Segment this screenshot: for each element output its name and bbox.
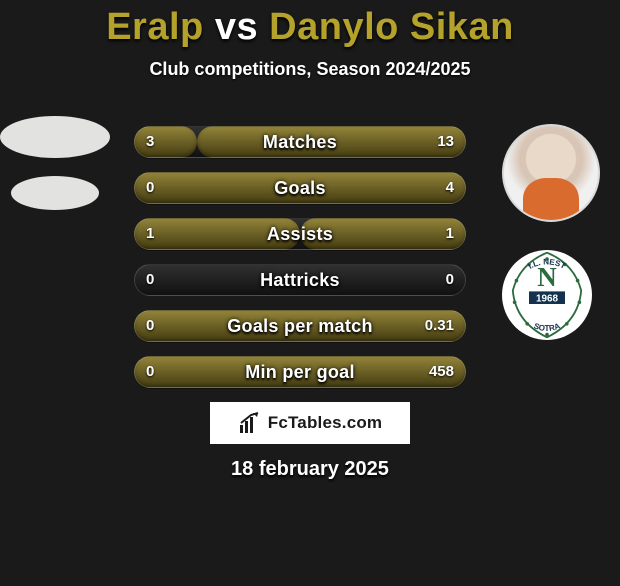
player2-club-emblem: I.L. NEST SOTRA N 1968 — [502, 250, 592, 340]
footer-logo-text: FcTables.com — [268, 413, 383, 433]
stat-label: Assists — [134, 218, 466, 250]
fctables-icon — [238, 411, 262, 435]
stat-row: 00.31Goals per match — [134, 310, 466, 342]
stat-row: 04Goals — [134, 172, 466, 204]
player1-club-placeholder — [11, 176, 99, 210]
player1-name: Eralp — [106, 6, 204, 48]
right-player-column: I.L. NEST SOTRA N 1968 — [502, 124, 612, 340]
player2-photo — [502, 124, 600, 222]
vs-word: vs — [215, 6, 258, 48]
subtitle: Club competitions, Season 2024/2025 — [0, 59, 620, 80]
player2-name: Danylo Sikan — [269, 6, 514, 48]
emblem-letter: N — [537, 262, 557, 292]
stat-row: 11Assists — [134, 218, 466, 250]
stat-label: Goals per match — [134, 310, 466, 342]
comparison-bars: 313Matches 04Goals 11Assists 00Hattricks 00.… — [134, 126, 466, 402]
left-player-column — [0, 116, 110, 210]
stat-row: 0458Min per goal — [134, 356, 466, 388]
player1-photo-placeholder — [0, 116, 110, 158]
club-emblem-svg: I.L. NEST SOTRA N 1968 — [502, 250, 592, 340]
stat-row: 313Matches — [134, 126, 466, 158]
footer-logo: FcTables.com — [210, 402, 410, 444]
page-title: Eralp vs Danylo Sikan — [0, 6, 620, 49]
emblem-year: 1968 — [536, 293, 558, 304]
footer-date: 18 february 2025 — [0, 458, 620, 481]
stat-label: Matches — [134, 126, 466, 158]
stat-row: 00Hattricks — [134, 264, 466, 296]
stat-label: Hattricks — [134, 264, 466, 296]
stat-label: Min per goal — [134, 356, 466, 388]
stat-label: Goals — [134, 172, 466, 204]
